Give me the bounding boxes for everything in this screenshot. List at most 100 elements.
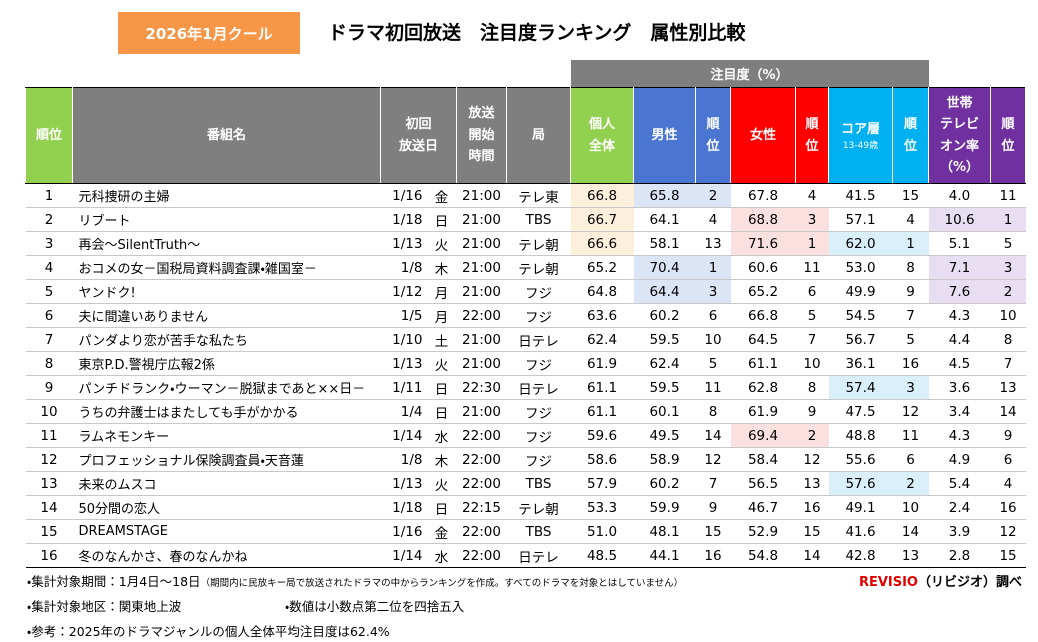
core: 57.4 [828,375,893,400]
household-rank: 3 [990,255,1026,280]
weekday: 金 [426,183,457,208]
column-header: 順 位 [795,87,829,184]
male: 59.9 [633,495,696,520]
core: 56.7 [828,327,893,352]
female-rank: 1 [795,231,829,256]
female-rank: 4 [795,183,829,208]
female: 58.4 [730,447,796,472]
female: 68.8 [730,207,796,232]
rank: 13 [25,471,73,496]
male-rank: 16 [695,543,731,568]
female-rank: 5 [795,303,829,328]
season-badge: 2026年1月クール [118,12,300,54]
station: TBS [506,207,571,232]
household: 2.8 [928,543,991,568]
source-rest: （リビジオ）調べ [917,575,1022,590]
household-rank: 1 [990,207,1026,232]
start-time: 21:00 [456,351,507,376]
table-row: 5 ヤンドク! 1/12 月 21:00 フジ 64.8 64.4 3 65.2 6 49.9 9 7.6… [25,279,1026,304]
air-date: 1/10 [380,327,427,352]
core-rank: 3 [892,375,929,400]
column-header: 初回 放送日 [380,87,457,184]
household: 7.6 [928,279,991,304]
header-text: 順 位 [805,117,819,154]
rank: 8 [25,351,73,376]
household: 3.9 [928,519,991,544]
column-header: 順位 [25,87,73,184]
station: 日テレ [506,375,571,400]
core: 57.1 [828,207,893,232]
air-date: 1/16 [380,519,427,544]
weekday: 日 [426,495,457,520]
rank: 7 [25,327,73,352]
footnote-reference: ・参考：2025年のドラマジャンルの個人全体平均注目度は62.4% [27,624,390,639]
air-date: 1/4 [380,399,427,424]
male-rank: 5 [695,351,731,376]
female: 69.4 [730,423,796,448]
female: 61.9 [730,399,796,424]
personal: 61.1 [570,399,634,424]
rank: 3 [25,231,73,256]
male: 62.4 [633,351,696,376]
header-text: コア層 [840,122,880,138]
start-time: 21:00 [456,207,507,232]
female-rank: 13 [795,471,829,496]
weekday: 木 [426,447,457,472]
male: 65.8 [633,183,696,208]
male: 60.2 [633,303,696,328]
air-date: 1/5 [380,303,427,328]
male-rank: 13 [695,231,731,256]
core-rank: 10 [892,495,929,520]
table-row: 10 うちの弁護士はまたしても手がかかる 1/4 日 21:00 フジ 61.1 60.1 8 6… [25,399,1026,424]
station: フジ [506,399,571,424]
air-date: 1/13 [380,351,427,376]
female: 66.8 [730,303,796,328]
male: 60.2 [633,471,696,496]
male: 49.5 [633,423,696,448]
core-rank: 4 [892,207,929,232]
female: 65.2 [730,279,796,304]
female-rank: 9 [795,399,829,424]
start-time: 22:00 [456,423,507,448]
female: 67.8 [730,183,796,208]
header-text: 順 位 [706,117,720,154]
weekday: 木 [426,255,457,280]
column-header: 局 [506,87,571,184]
air-date: 1/18 [380,495,427,520]
female: 54.8 [730,543,796,568]
weekday: 日 [426,399,457,424]
personal: 66.7 [570,207,634,232]
household-rank: 5 [990,231,1026,256]
air-date: 1/8 [380,447,427,472]
program-name: プロフェッショナル保険調査員・天音蓮 [72,447,381,472]
male: 44.1 [633,543,696,568]
personal: 65.2 [570,255,634,280]
male: 59.5 [633,327,696,352]
core: 41.5 [828,183,893,208]
rank: 6 [25,303,73,328]
table-row: 8 東京P.D.警視庁広報2係 1/13 火 21:00 フジ 61.9 62.4 5 61.1 1… [25,351,1026,376]
station: フジ [506,351,571,376]
program-name: リブート [72,207,381,232]
start-time: 22:00 [456,303,507,328]
rank: 14 [25,495,73,520]
header-note: 13-49歳 [842,140,879,151]
station: TBS [506,471,571,496]
source: REVISIO（リビジオ）調べ [859,571,1022,590]
household-rank: 16 [990,495,1026,520]
core: 42.8 [828,543,893,568]
start-time: 22:15 [456,495,507,520]
table-row: 1 元科捜研の主婦 1/16 金 21:00 テレ東 66.8 65.8 2 67.8 4 41.5 1… [25,183,1026,208]
air-date: 1/14 [380,543,427,568]
program-name: おコメの女－国税局資料調査課・雑国室－ [72,255,381,280]
weekday: 水 [426,423,457,448]
core: 49.1 [828,495,893,520]
program-name: 元科捜研の主婦 [72,183,381,208]
household-rank: 6 [990,447,1026,472]
personal: 58.6 [570,447,634,472]
header-text: 初回 放送日 [398,117,438,154]
program-name: 未来のムスコ [72,471,381,496]
air-date: 1/14 [380,423,427,448]
female: 52.9 [730,519,796,544]
header-text: 世帯 テレビ オン率 （%） [940,95,980,175]
